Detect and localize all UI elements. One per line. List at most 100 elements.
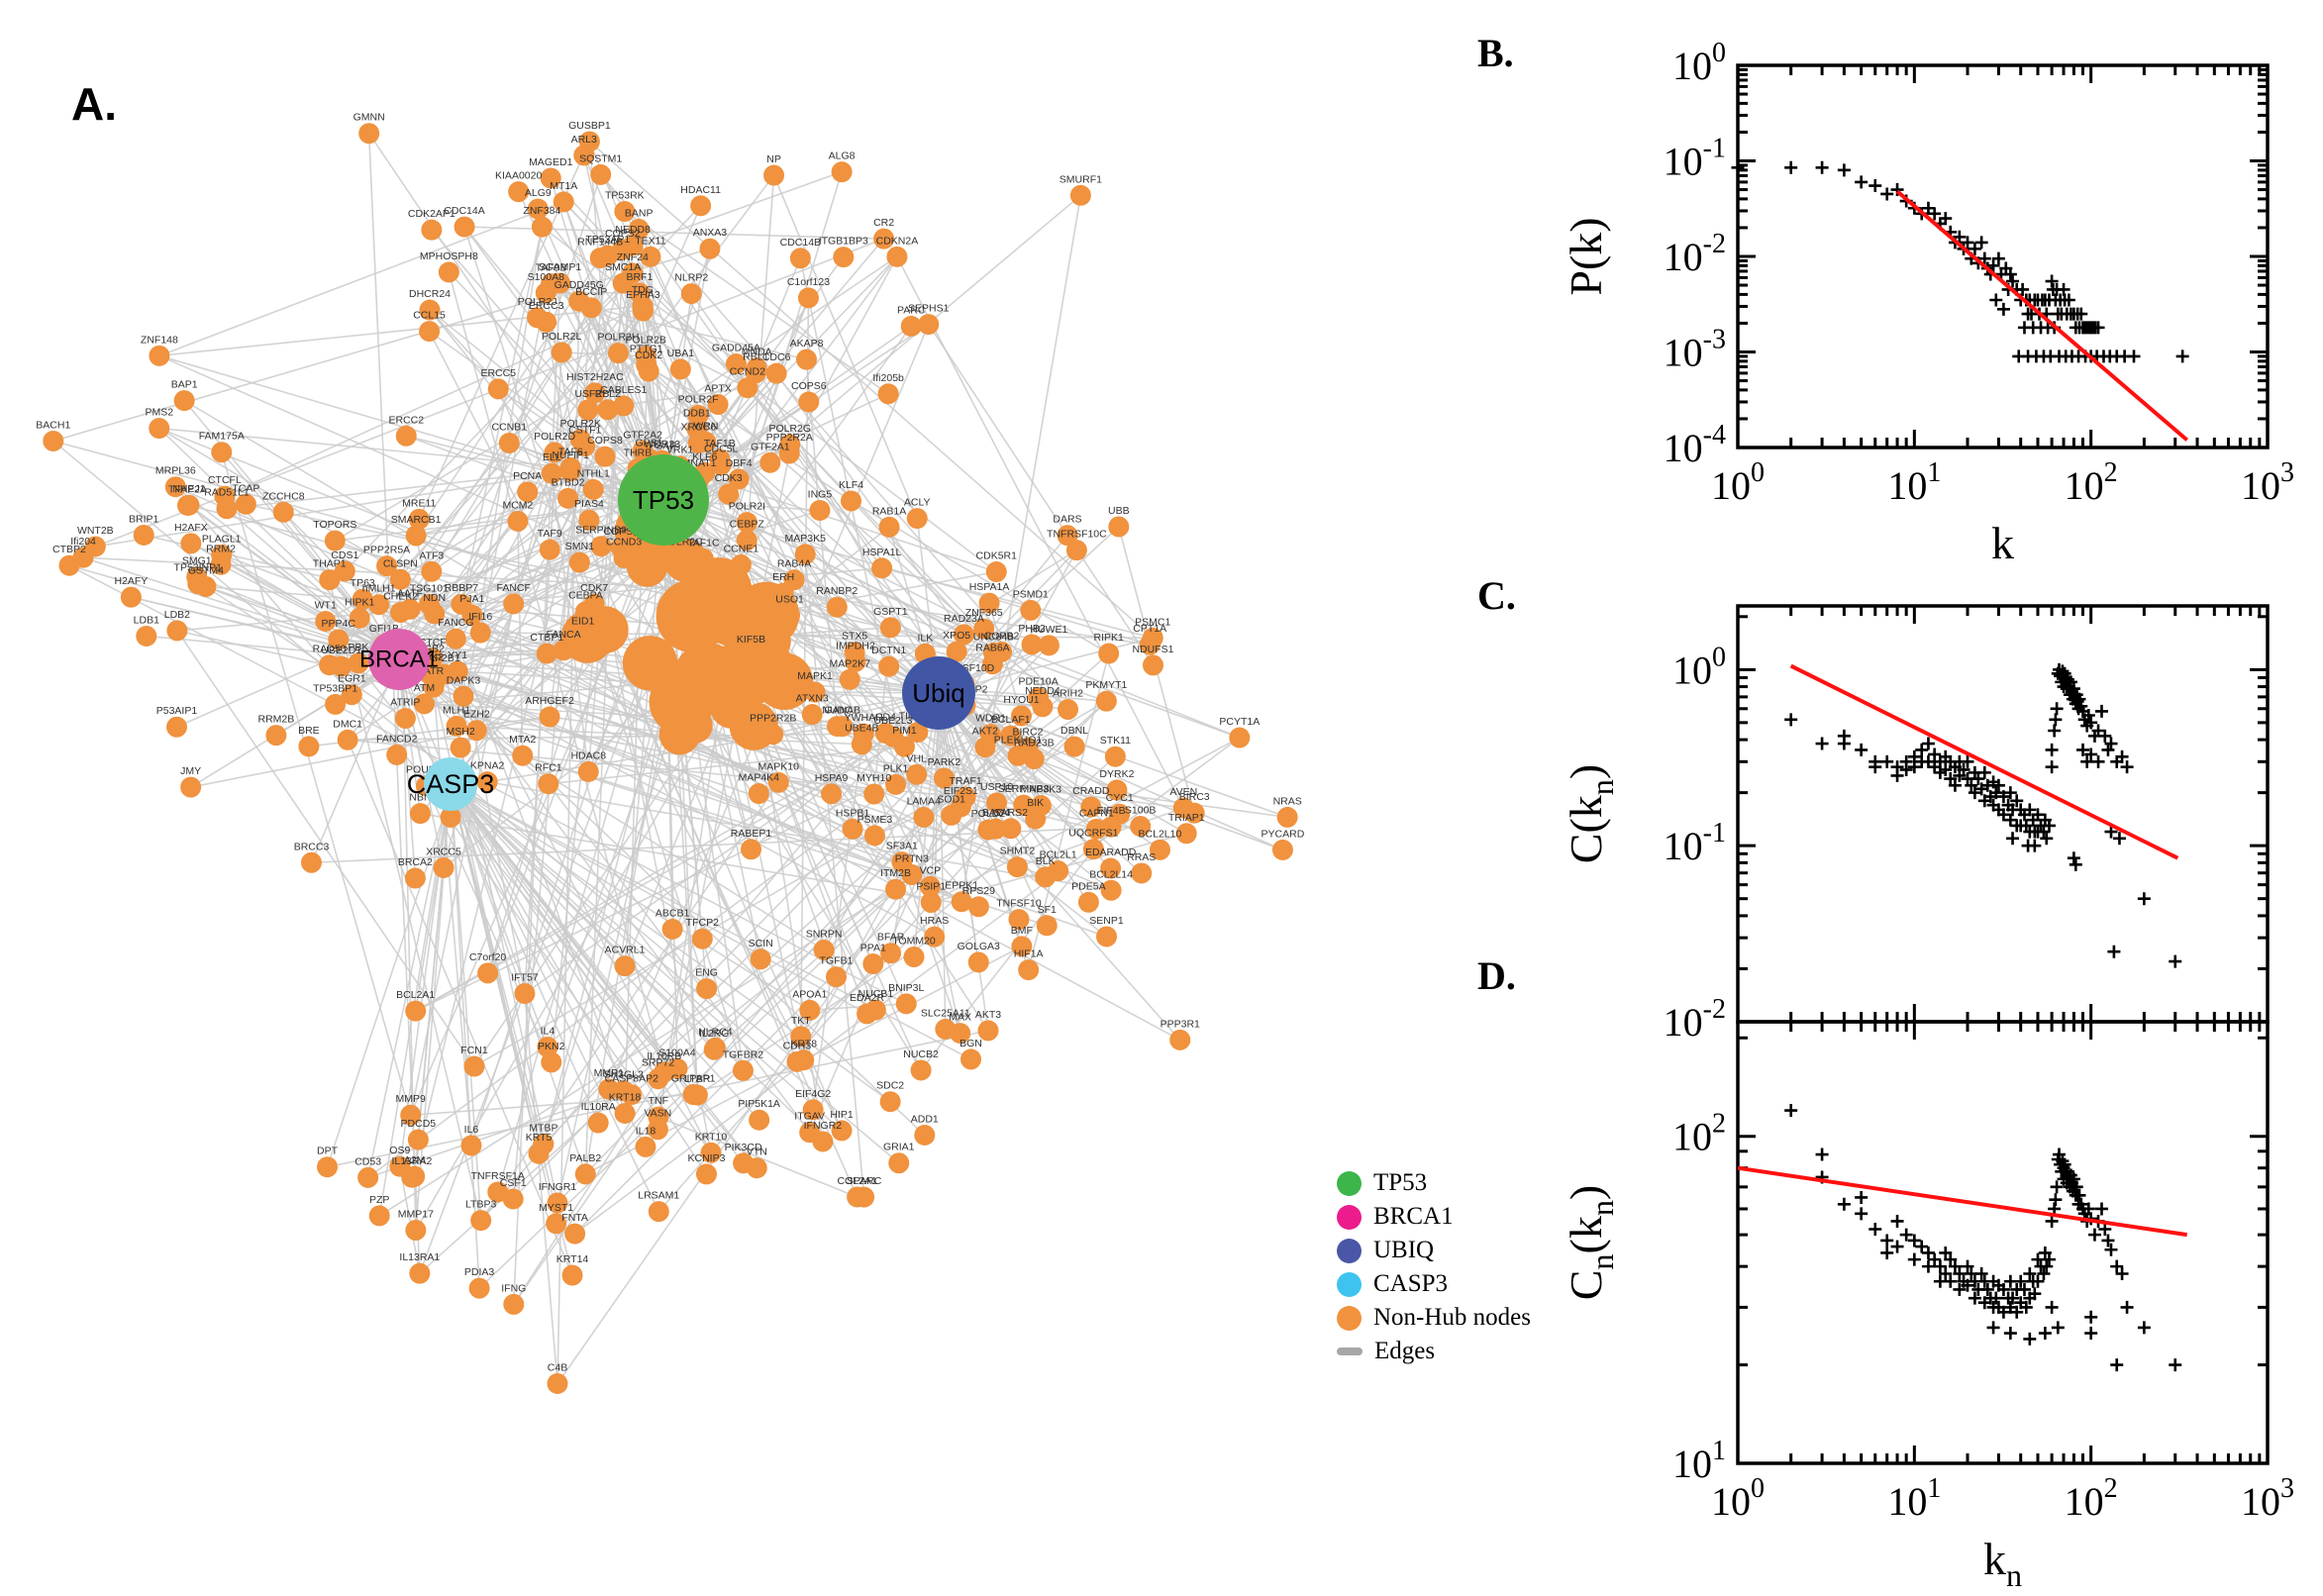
network-node: [886, 246, 908, 267]
network-node-label: CDS1: [331, 549, 358, 561]
network-node: [440, 806, 461, 828]
network-node: [827, 716, 849, 738]
network-node: [783, 569, 805, 591]
legend-label: BRCA1: [1373, 1203, 1454, 1230]
data-point: [2104, 825, 2118, 839]
network-node-label: USP10: [980, 781, 1013, 793]
network-node: [750, 948, 771, 970]
network-node: [778, 443, 800, 464]
network-node: [699, 238, 721, 259]
network-edge: [158, 427, 473, 616]
data-point: [1939, 1246, 1953, 1259]
network-node: [544, 442, 565, 463]
network-edge: [224, 305, 644, 497]
data-point: [1890, 768, 1904, 782]
network-node: [882, 726, 904, 748]
network-node: [572, 627, 594, 648]
plot-frame: [1736, 63, 2270, 449]
network-edge: [429, 309, 622, 549]
network-node: [833, 247, 855, 268]
network-edge: [513, 1067, 678, 1305]
legend-item: UBIQ: [1337, 1234, 1531, 1267]
x-axis-title: k: [1991, 518, 2014, 568]
network-node: [1020, 599, 1042, 621]
network-node: [421, 219, 443, 241]
data-point: [2003, 267, 2017, 281]
network-node: [527, 198, 549, 220]
network-node: [180, 776, 202, 798]
network-node-label: STK11: [1100, 735, 1131, 747]
network-node-label: RRM2B: [258, 714, 295, 726]
network-node-label: ITM2B: [880, 867, 911, 879]
network-node-label: SMC1A: [605, 261, 641, 273]
data-point: [2042, 1252, 2056, 1266]
network-node-label: IL13RA2: [392, 1155, 433, 1167]
data-point: [1928, 207, 1942, 221]
network-node-label: KPNA2: [470, 760, 505, 772]
network-node-label: ZNF365: [965, 607, 1003, 619]
network-node-label: ERH: [772, 571, 794, 583]
network-node: [210, 553, 232, 575]
network-node-label: UBE2L3: [873, 715, 912, 727]
legend-item: Non-Hub nodes: [1337, 1301, 1531, 1335]
data-point: [2042, 819, 2056, 833]
network-node-label: POLR2D: [534, 431, 575, 443]
network-node-label: BACH1: [36, 419, 70, 431]
network-node-label: PBK: [348, 642, 368, 653]
data-point: [1899, 762, 1913, 776]
network-node-label: ELL: [543, 451, 561, 463]
data-point: [1933, 1259, 1947, 1273]
network-edge: [196, 575, 400, 660]
y-tick-label: 101: [1672, 1436, 1726, 1486]
network-node-label: IFNGR2: [804, 1120, 843, 1132]
network-node: [839, 668, 860, 690]
data-point: [2017, 1282, 2031, 1296]
network-node-label: BRIP1: [129, 513, 159, 525]
network-edge: [1033, 757, 1283, 851]
data-point: [2045, 743, 2059, 756]
data-point: [2069, 857, 2082, 871]
network-node: [133, 524, 154, 546]
network-node: [756, 652, 814, 711]
network-node-label: COPB2: [984, 630, 1020, 642]
data-point: [1989, 786, 2003, 800]
hub-node-casp3: [424, 757, 477, 811]
network-node-label: RBL1: [743, 351, 768, 363]
network-node-label: NTHL1: [577, 467, 610, 479]
network-edge: [896, 255, 1184, 809]
network-node: [864, 999, 886, 1021]
network-node-label: BIRC3: [1179, 791, 1210, 803]
network-node-label: BIRC2: [1012, 726, 1043, 738]
network-node-label: SOD1: [937, 793, 965, 805]
network-node-label: PTTG1: [630, 343, 663, 354]
network-node-label: C1orf123: [787, 276, 830, 288]
network-node: [446, 715, 467, 737]
data-point: [1880, 1246, 1894, 1259]
network-node-label: MAP4K4: [739, 772, 780, 784]
network-node-label: PALB2: [569, 1152, 601, 1164]
data-point: [2091, 754, 2105, 768]
network-node-label: BCCIP: [575, 286, 607, 298]
network-node: [1108, 516, 1130, 538]
network-node: [469, 622, 491, 644]
network-node: [1139, 634, 1161, 655]
network-edge: [450, 783, 480, 1289]
network-node-label: BRCC3: [294, 841, 330, 852]
scatter-points: [1784, 1104, 2182, 1372]
data-point: [1837, 163, 1851, 177]
data-point: [1944, 772, 1958, 786]
network-node-label: CDK7: [580, 582, 608, 594]
data-point: [2110, 1358, 2124, 1372]
network-node-label: BLK: [1036, 855, 1056, 867]
network-node: [1021, 634, 1043, 655]
network-node: [632, 300, 654, 322]
network-edge: [431, 229, 664, 501]
network-node-label: RAB4A: [777, 558, 811, 570]
network-node: [730, 553, 752, 575]
network-node: [547, 1372, 568, 1394]
data-point: [2028, 839, 2042, 852]
network-node: [745, 362, 766, 384]
network-node-label: HSPA1A: [969, 581, 1010, 593]
legend-node-swatch: [1337, 1204, 1362, 1230]
network-node-label: RAD50: [313, 644, 347, 655]
